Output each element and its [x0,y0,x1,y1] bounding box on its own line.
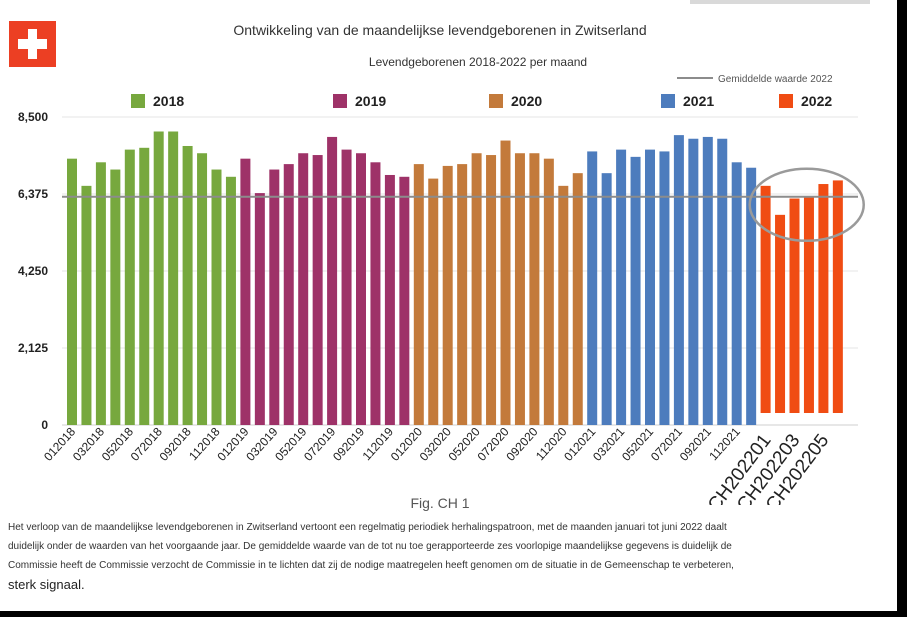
bar-082021 [688,138,699,425]
bar-052020 [471,153,482,425]
bar-032021 [616,149,627,426]
y-tick-label: 4,250 [18,264,48,278]
bar-072018 [153,131,164,425]
bar-092019 [356,153,366,425]
legend-swatch-2018 [131,94,145,108]
bar-062021 [659,151,670,425]
paragraph-line: Commissie heeft de Commissie verzocht de… [8,560,734,571]
bar-082018 [168,131,179,425]
bar-CH202201 [760,185,771,413]
bar-022021 [601,173,612,425]
bar-022018 [81,185,92,425]
bar-012021 [587,151,598,425]
bar-022020 [428,178,439,425]
reference-line-legend: Gemiddelde waarde 2022 [677,74,833,85]
bar-122020 [572,173,583,425]
bar-CH202203 [789,198,800,413]
bar-072020 [500,140,511,425]
bar-042021 [630,156,641,425]
bar-092021 [702,136,713,425]
description-paragraph: Het verloop van de maandelijkse levendge… [8,518,875,594]
bar-CH202202 [775,214,786,413]
bar-CH202206 [832,180,843,413]
bar-042020 [457,164,468,425]
bar-062019 [312,155,323,425]
legend-swatch-2020 [489,94,503,108]
paragraph-line: sterk signaal. [8,577,85,592]
bar-102020 [543,158,554,425]
figure-caption: Fig. CH 1 [410,495,470,511]
bar-082020 [514,153,525,425]
bar-122018 [225,176,236,425]
bar-CH202204 [803,196,814,413]
bar-032020 [442,165,453,425]
legend-label-2021: 2021 [683,93,714,109]
bar-092018 [182,145,193,426]
bar-102018 [197,153,208,425]
y-tick-label: 6,375 [18,187,48,201]
bar-112021 [731,162,742,425]
x-tick-label: 092018 [157,424,194,463]
chart-subtitle: Levendgeborenen 2018-2022 per maand [369,55,587,69]
bar-022019 [254,193,265,425]
x-tick-label: 092021 [677,424,714,463]
bar-122021 [746,167,757,425]
bar-112019 [384,174,395,425]
legend-label-2018: 2018 [153,93,184,109]
x-axis: 0120180320180520180720180920181120180120… [41,424,833,505]
frame-border-bottom [0,611,907,617]
y-tick-label: 2,125 [18,341,48,355]
bar-062020 [486,155,497,425]
bar-012019 [240,158,251,425]
legend-label-2020: 2020 [511,93,542,109]
swiss-flag-icon [9,21,56,67]
bar-072019 [327,136,338,425]
bar-052019 [298,153,309,425]
top-edge-strip [690,0,870,4]
legend-swatch-2022 [779,94,793,108]
flag-cross-horizontal [18,39,47,49]
bar-122019 [399,176,410,425]
bar-052018 [124,149,135,426]
y-tick-label: 0 [41,418,48,432]
highlight-ellipse [748,167,865,242]
bar-072021 [673,135,684,425]
bar-032019 [269,169,280,425]
bar-112020 [558,185,569,425]
reference-legend-label: Gemiddelde waarde 2022 [718,74,833,85]
bars [67,131,843,426]
y-tick-label: 8,500 [18,110,48,124]
bar-112018 [211,169,222,425]
bar-052021 [645,149,655,426]
frame-border-right [897,0,907,617]
bar-012020 [413,164,424,425]
bar-092020 [529,153,540,425]
bar-012018 [67,158,77,425]
bar-CH202205 [818,184,829,413]
y-axis: 0 2,125 4,250 6,375 8,500 [18,110,48,432]
legend-label-2022: 2022 [801,93,832,109]
legend-label-2019: 2019 [355,93,386,109]
legend-swatch-2019 [333,94,347,108]
bar-082019 [341,149,352,426]
x-tick-label: 092019 [330,424,367,463]
bar-042019 [283,164,294,425]
bar-chart: Ontwikkeling van de maandelijkse levendg… [9,21,865,505]
bar-042018 [110,169,121,425]
bar-032018 [95,162,106,425]
legend: 2018 2019 2020 2021 2022 [131,93,832,109]
bar-102021 [717,138,728,425]
paragraph-line: Het verloop van de maandelijkse levendge… [8,522,727,533]
paragraph-line: duidelijk onder de waarden van het voorg… [8,541,732,552]
bar-062018 [139,147,150,426]
chart-title: Ontwikkeling van de maandelijkse levendg… [233,22,646,38]
x-tick-label: 092020 [503,424,540,463]
bar-102019 [370,162,381,425]
legend-swatch-2021 [661,94,675,108]
